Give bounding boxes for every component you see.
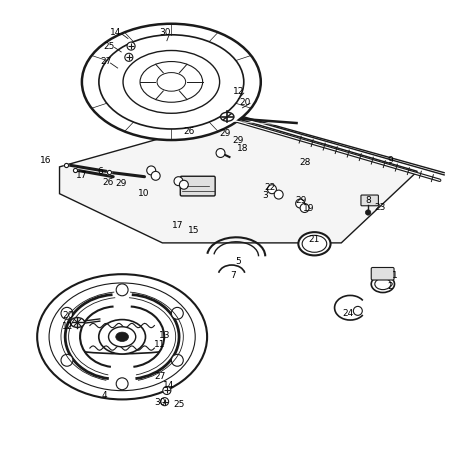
Text: 28: 28 (300, 158, 311, 167)
Text: 23: 23 (374, 202, 386, 211)
Ellipse shape (99, 320, 145, 354)
Text: 1: 1 (392, 270, 398, 279)
Ellipse shape (220, 112, 234, 121)
Circle shape (151, 171, 160, 180)
Circle shape (163, 387, 171, 395)
Text: 29: 29 (115, 180, 126, 189)
Circle shape (127, 42, 135, 50)
Text: 24: 24 (342, 309, 354, 318)
Ellipse shape (123, 50, 220, 113)
Text: 20: 20 (62, 311, 73, 320)
FancyBboxPatch shape (361, 195, 378, 206)
Circle shape (61, 307, 73, 319)
Text: 21: 21 (309, 235, 320, 244)
Text: 18: 18 (237, 144, 249, 153)
Ellipse shape (298, 232, 331, 256)
Circle shape (216, 148, 225, 157)
Circle shape (171, 354, 183, 366)
Circle shape (274, 190, 283, 199)
Ellipse shape (99, 35, 244, 129)
Text: 14: 14 (163, 381, 175, 390)
FancyBboxPatch shape (180, 176, 215, 196)
Text: 16: 16 (40, 156, 52, 165)
Text: 7: 7 (230, 270, 236, 279)
Ellipse shape (157, 72, 186, 91)
Text: 19: 19 (303, 204, 315, 213)
Text: 22: 22 (264, 184, 275, 193)
Ellipse shape (70, 318, 85, 328)
Text: 29: 29 (295, 196, 307, 205)
Text: 2: 2 (387, 282, 393, 291)
Ellipse shape (302, 235, 327, 252)
Ellipse shape (116, 332, 129, 342)
Text: 20: 20 (239, 98, 251, 107)
Text: 26: 26 (102, 178, 113, 187)
Circle shape (61, 354, 73, 366)
Text: 12: 12 (62, 323, 73, 332)
Ellipse shape (371, 275, 395, 292)
Text: 27: 27 (101, 57, 112, 66)
Text: 11: 11 (154, 340, 166, 349)
Text: 30: 30 (159, 28, 171, 37)
Circle shape (125, 53, 133, 61)
Circle shape (161, 398, 169, 406)
Ellipse shape (49, 283, 195, 391)
Ellipse shape (82, 24, 261, 140)
Circle shape (116, 284, 128, 296)
Text: 3: 3 (262, 191, 268, 200)
Text: 29: 29 (219, 129, 231, 138)
Text: 17: 17 (76, 171, 88, 180)
Ellipse shape (375, 279, 391, 290)
Circle shape (267, 185, 276, 194)
Ellipse shape (140, 62, 202, 102)
Text: 9: 9 (387, 156, 393, 165)
Circle shape (353, 306, 362, 315)
Circle shape (300, 203, 309, 212)
Text: 8: 8 (365, 196, 371, 205)
Polygon shape (59, 117, 417, 243)
Text: 26: 26 (184, 126, 195, 135)
Circle shape (174, 177, 183, 186)
Text: 5: 5 (235, 257, 241, 266)
Text: 13: 13 (159, 331, 171, 340)
Text: 25: 25 (174, 400, 185, 410)
Text: 30: 30 (154, 398, 166, 407)
Circle shape (116, 378, 128, 390)
Text: 14: 14 (110, 28, 121, 37)
Text: 17: 17 (172, 220, 184, 230)
Circle shape (365, 210, 371, 215)
Circle shape (296, 199, 305, 208)
Text: 29: 29 (233, 135, 244, 144)
Circle shape (171, 307, 183, 319)
Text: 6: 6 (97, 167, 103, 176)
Text: 25: 25 (103, 41, 114, 50)
Text: 4: 4 (101, 392, 107, 400)
Text: 15: 15 (188, 226, 199, 235)
Circle shape (147, 166, 156, 175)
FancyBboxPatch shape (371, 267, 394, 280)
Ellipse shape (108, 327, 136, 347)
Ellipse shape (37, 274, 207, 400)
Text: 10: 10 (138, 189, 149, 198)
Text: 12: 12 (233, 87, 244, 96)
Text: 27: 27 (154, 372, 166, 381)
Circle shape (180, 180, 189, 189)
